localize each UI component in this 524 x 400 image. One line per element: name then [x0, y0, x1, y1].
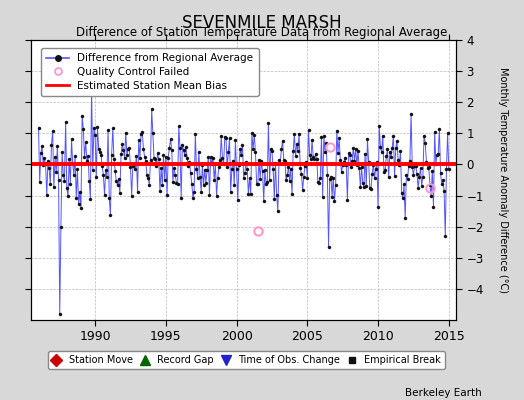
Text: Difference of Station Temperature Data from Regional Average: Difference of Station Temperature Data f…: [77, 26, 447, 39]
Text: SEVENMILE MARSH: SEVENMILE MARSH: [182, 14, 342, 32]
Legend: Difference from Regional Average, Quality Control Failed, Estimated Station Mean: Difference from Regional Average, Qualit…: [41, 48, 258, 96]
Text: Berkeley Earth: Berkeley Earth: [406, 388, 482, 398]
Y-axis label: Monthly Temperature Anomaly Difference (°C): Monthly Temperature Anomaly Difference (…: [498, 67, 508, 293]
Legend: Station Move, Record Gap, Time of Obs. Change, Empirical Break: Station Move, Record Gap, Time of Obs. C…: [48, 351, 445, 369]
